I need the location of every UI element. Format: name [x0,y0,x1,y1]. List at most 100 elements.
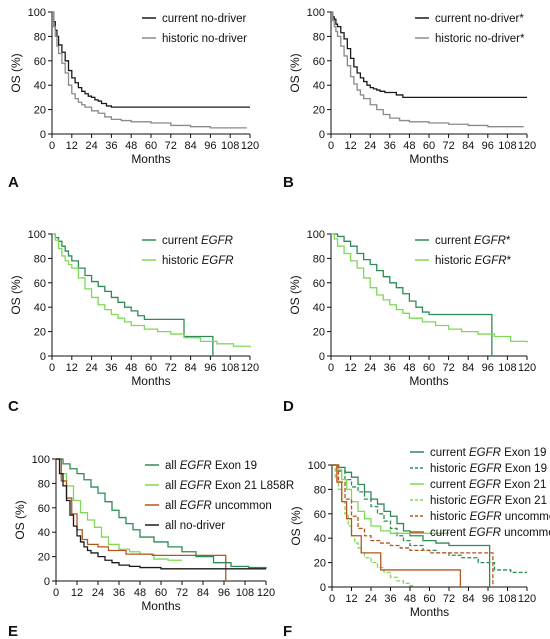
x-tick-label: 24 [85,140,97,152]
x-tick-label: 48 [403,140,415,152]
panel-letter: A [8,174,19,191]
x-tick-label: 36 [384,362,396,374]
x-tick-label: 12 [344,362,356,374]
x-tick-label: 60 [145,140,157,152]
y-tick-label: 60 [314,509,326,521]
x-axis-label: Months [409,374,448,388]
y-tick-label: 60 [34,56,46,68]
series-line-4 [332,464,494,587]
y-axis-label: OS (%) [13,500,27,539]
y-tick-label: 100 [307,229,325,241]
x-tick-label: 48 [125,362,137,374]
x-tick-label: 60 [145,362,157,374]
y-tick-label: 60 [38,503,50,515]
x-tick-label: 36 [384,593,396,605]
y-tick-label: 80 [38,478,50,490]
x-tick-label: 36 [105,140,117,152]
y-tick-label: 0 [40,129,46,141]
legend-entry: current EGFR* [435,235,511,247]
series-line-1 [52,11,247,129]
x-tick-label: 0 [329,593,335,605]
x-tick-label: 120 [241,362,259,374]
y-axis-label: OS (%) [288,275,302,314]
x-tick-label: 84 [184,362,196,374]
series-line-0 [331,11,527,99]
y-tick-label: 40 [314,533,326,545]
y-tick-label: 80 [314,484,326,496]
y-tick-label: 80 [313,31,325,43]
legend-entry: historic no-driver* [435,33,525,45]
x-tick-label: 72 [443,593,455,605]
legend-entry: all EGFR uncommon [165,500,272,512]
y-tick-label: 100 [308,460,326,472]
series-line-0 [56,458,267,569]
y-tick-label: 20 [313,105,325,117]
x-tick-label: 108 [221,362,239,374]
x-axis-label: Months [131,374,170,388]
legend-entry: current EGFR uncommon [430,527,550,539]
x-axis-label: Months [141,599,180,613]
legend-entry: all no-driver [165,520,225,532]
series-line-1 [52,233,251,348]
legend-entry: current EGFR [162,235,233,247]
y-tick-label: 60 [313,56,325,68]
x-axis-label: Months [410,605,449,619]
y-tick-label: 100 [28,7,46,19]
legend-entry: current no-driver* [435,13,524,25]
legend-entry: historic EGFR uncommon [430,511,550,523]
x-tick-label: 24 [85,362,97,374]
x-tick-label: 72 [176,587,188,599]
x-tick-label: 108 [498,593,516,605]
series-line-0 [331,233,493,356]
x-tick-label: 96 [204,140,216,152]
y-tick-label: 40 [34,302,46,314]
legend-entry: current no-driver [162,13,247,25]
x-tick-label: 72 [442,140,454,152]
x-tick-label: 120 [518,593,536,605]
x-tick-label: 108 [221,140,239,152]
y-tick-label: 80 [34,31,46,43]
series-line-5 [332,464,462,587]
legend-entry: current EGFR Exon 19 [430,447,546,459]
legend-entry: historic no-driver [162,33,247,45]
y-tick-label: 60 [34,278,46,290]
x-tick-label: 0 [49,140,55,152]
y-tick-label: 40 [313,302,325,314]
chart-panel-f: 0 20 40 60 80 100 0 12 24 36 48 60 72 84 96 108 120 Month… [283,447,550,639]
series-line-0 [52,11,250,108]
series-line-0 [332,464,491,587]
y-tick-label: 80 [313,253,325,265]
x-tick-label: 84 [462,140,474,152]
x-tick-label: 60 [423,362,435,374]
x-tick-label: 0 [53,587,59,599]
y-tick-label: 80 [34,253,46,265]
x-tick-label: 12 [71,587,83,599]
panel-letter: D [283,398,294,415]
y-axis-label: OS (%) [9,275,23,314]
series-line-3 [56,458,266,570]
chart-panel-b: 0 20 40 60 80 100 0 12 24 36 48 60 72 84 96 108 120 Month… [283,7,536,191]
x-tick-label: 84 [197,587,209,599]
y-axis-label: OS (%) [288,53,302,92]
chart-panel-d: 0 20 40 60 80 100 0 12 24 36 48 60 72 84 96 108 120 Month… [283,229,536,415]
x-tick-label: 48 [125,140,137,152]
x-tick-label: 24 [92,587,104,599]
x-tick-label: 120 [241,140,259,152]
x-tick-label: 0 [49,362,55,374]
y-tick-label: 20 [34,105,46,117]
y-tick-label: 0 [319,351,325,363]
x-tick-label: 36 [384,140,396,152]
legend-entry: historic EGFR Exon 21 [430,495,547,507]
x-tick-label: 108 [498,362,516,374]
x-tick-label: 12 [66,362,78,374]
x-tick-label: 96 [204,362,216,374]
legend-entry: historic EGFR [162,255,234,267]
x-tick-label: 72 [165,362,177,374]
x-axis-label: Months [131,152,170,166]
x-tick-label: 84 [184,140,196,152]
x-tick-label: 96 [482,362,494,374]
y-axis-label: OS (%) [9,53,23,92]
legend-entry: all EGFR Exon 19 [165,460,257,472]
panel-letter: F [283,623,292,639]
x-tick-label: 72 [165,140,177,152]
